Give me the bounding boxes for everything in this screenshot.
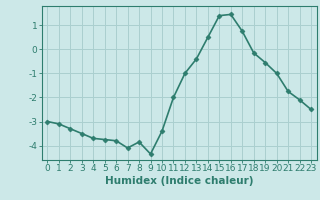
X-axis label: Humidex (Indice chaleur): Humidex (Indice chaleur) <box>105 176 253 186</box>
